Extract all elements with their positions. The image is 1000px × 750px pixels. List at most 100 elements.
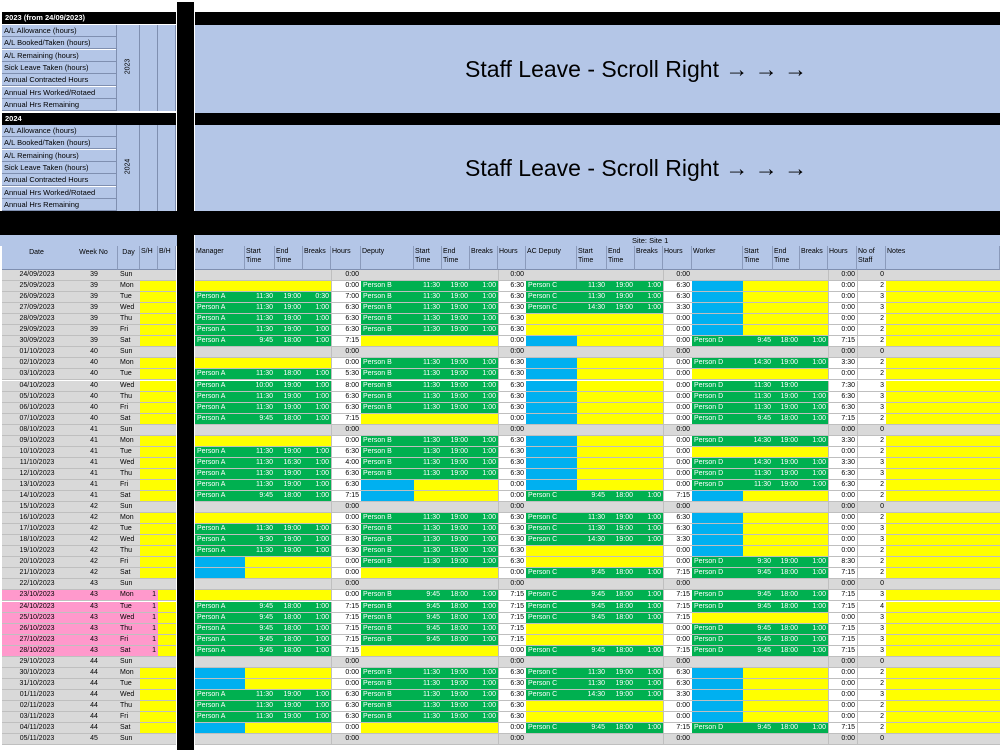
manager-breaks <box>303 270 331 282</box>
manager-start: 11:30 <box>245 524 275 536</box>
row-no-of-staff: 2 <box>857 513 886 525</box>
row-no-of-staff: 0 <box>857 424 886 436</box>
deputy-name: Person B <box>361 557 414 569</box>
ac-deputy-start <box>577 457 607 469</box>
ac-deputy-hours: 0:00 <box>663 656 692 668</box>
staff-leave-banner-2024: Staff Leave - Scroll Right → → → <box>195 125 1000 211</box>
worker-end <box>773 270 800 282</box>
worker-name <box>692 292 743 304</box>
manager-hours: 7:15 <box>331 645 361 657</box>
ac-deputy-end: 19:00 <box>607 303 635 315</box>
worker-breaks <box>800 535 828 547</box>
worker-name <box>692 314 743 326</box>
row-day: Sat <box>118 336 140 348</box>
row-no-of-staff: 2 <box>857 314 886 326</box>
ac-deputy-start <box>577 413 607 425</box>
manager-start <box>245 723 275 735</box>
manager-breaks: 0:30 <box>303 292 331 304</box>
worker-name <box>692 612 743 624</box>
section-row-label: A/L Remaining (hours) <box>2 149 116 162</box>
row-date: 02/10/2023 <box>2 358 72 370</box>
worker-name: Person D <box>692 435 743 447</box>
section-row-label: A/L Allowance (hours) <box>2 125 116 137</box>
section-2024-col-b <box>158 125 176 211</box>
deputy-hours: 6:30 <box>498 535 526 547</box>
ac-deputy-hours: 6:30 <box>663 281 692 293</box>
row-no-of-staff: 3 <box>857 535 886 547</box>
worker-end <box>773 579 800 591</box>
row-week-no: 40 <box>70 391 118 403</box>
deputy-name: Person B <box>361 358 414 370</box>
manager-start: 11:30 <box>245 402 275 414</box>
row-week-no: 39 <box>70 336 118 348</box>
row-week-no: 40 <box>70 380 118 392</box>
ac-deputy-end: 18:00 <box>607 568 635 580</box>
deputy-hours: 0:00 <box>498 347 526 359</box>
manager-end: 19:00 <box>275 314 303 326</box>
ac-deputy-start <box>577 402 607 414</box>
deputy-start: 11:30 <box>414 358 442 370</box>
worker-hours: 7:15 <box>828 590 857 602</box>
ac-deputy-end <box>607 413 635 425</box>
worker-hours: 0:00 <box>828 678 857 690</box>
ac-deputy-hours: 0:00 <box>663 369 692 381</box>
deputy-end: 19:00 <box>442 457 470 469</box>
deputy-end: 18:00 <box>442 612 470 624</box>
row-day: Tue <box>118 601 140 613</box>
ac-deputy-hours: 3:30 <box>663 689 692 701</box>
worker-start: 9:45 <box>743 568 773 580</box>
ac-deputy-start <box>577 712 607 724</box>
row-bh <box>158 424 176 436</box>
deputy-breaks <box>470 579 498 591</box>
worker-hours: 0:00 <box>828 281 857 293</box>
ac-deputy-start <box>577 424 607 436</box>
deputy-breaks: 1:00 <box>470 281 498 293</box>
deputy-end <box>442 734 470 746</box>
ac-deputy-end <box>607 347 635 359</box>
manager-hours: 6:30 <box>331 546 361 558</box>
worker-breaks <box>800 270 828 282</box>
deputy-name: Person B <box>361 314 414 326</box>
ac-deputy-breaks <box>635 502 663 514</box>
deputy-name: Person B <box>361 535 414 547</box>
worker-end <box>773 314 800 326</box>
ac-deputy-name: Person C <box>526 513 577 525</box>
worker-breaks: 1:00 <box>800 468 828 480</box>
worker-start <box>743 292 773 304</box>
manager-end <box>275 347 303 359</box>
deputy-start: 11:30 <box>414 303 442 315</box>
manager-name <box>195 568 245 580</box>
deputy-end: 19:00 <box>442 446 470 458</box>
worker-breaks <box>800 700 828 712</box>
lower-black-bar <box>0 211 1000 235</box>
manager-start <box>245 667 275 679</box>
ac-deputy-start <box>577 557 607 569</box>
manager-name <box>195 734 245 746</box>
manager-hours: 7:15 <box>331 634 361 646</box>
manager-hours: 6:30 <box>331 391 361 403</box>
manager-hours: 5:30 <box>331 369 361 381</box>
header-deputy: Deputy <box>361 246 414 270</box>
worker-start: 9:45 <box>743 336 773 348</box>
row-date: 27/09/2023 <box>2 303 72 315</box>
worker-name <box>692 667 743 679</box>
row-week-no: 45 <box>70 734 118 746</box>
row-week-no: 44 <box>70 667 118 679</box>
row-no-of-staff: 3 <box>857 612 886 624</box>
ac-deputy-breaks: 1:00 <box>635 491 663 503</box>
deputy-name <box>361 723 414 735</box>
ac-deputy-hours: 6:30 <box>663 667 692 679</box>
worker-breaks <box>800 446 828 458</box>
manager-name: Person A <box>195 369 245 381</box>
row-sh <box>140 457 158 469</box>
deputy-start <box>414 413 442 425</box>
manager-end <box>275 568 303 580</box>
ac-deputy-start: 14:30 <box>577 303 607 315</box>
row-bh <box>158 513 176 525</box>
ac-deputy-hours: 3:30 <box>663 535 692 547</box>
deputy-end: 19:00 <box>442 557 470 569</box>
worker-start: 9:45 <box>743 413 773 425</box>
ac-deputy-hours: 0:00 <box>663 270 692 282</box>
manager-start <box>245 678 275 690</box>
worker-name <box>692 424 743 436</box>
